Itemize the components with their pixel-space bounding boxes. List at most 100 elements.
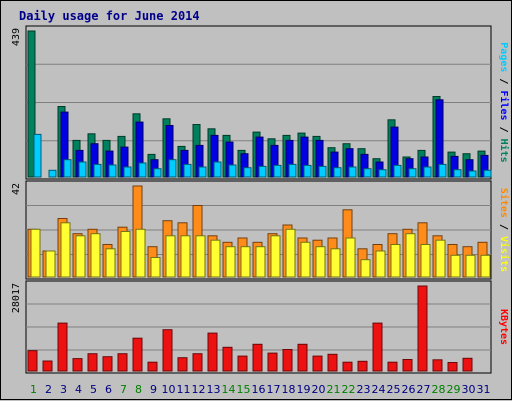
x-tick-label-day-7: 7: [120, 383, 127, 396]
bar-kbytes-day-20: [312, 355, 323, 372]
bar-sites-day-19: [300, 241, 311, 278]
bar-sites-day-20: [315, 246, 326, 278]
bar-sites-day-6: [105, 248, 116, 278]
bar-sites-day-10: [165, 235, 176, 278]
bar-sites-day-21: [330, 248, 341, 278]
bar-pages-day-23: [363, 168, 372, 178]
x-tick-label-day-9: 9: [150, 383, 157, 396]
legend-label-kbytes: KBytes: [498, 309, 509, 345]
bar-kbytes-day-30: [462, 357, 473, 372]
legend-part: Pages: [498, 42, 509, 72]
legend-part: Files: [498, 90, 510, 120]
legend-part: /: [498, 72, 509, 90]
bar-pages-day-20: [318, 165, 327, 178]
bar-sites-day-4: [75, 235, 86, 278]
bar-pages-day-7: [123, 166, 132, 178]
bar-sites-day-3: [60, 222, 71, 278]
bar-pages-day-17: [273, 164, 282, 178]
x-tick-label-day-8: 8: [135, 383, 142, 396]
bar-sites-day-8: [135, 228, 146, 278]
x-tick-label-day-31: 31: [477, 383, 491, 396]
bar-pages-day-9: [153, 168, 162, 178]
bar-kbytes-day-5: [87, 353, 98, 372]
x-tick-label-day-14: 14: [222, 383, 236, 396]
bar-pages-day-5: [93, 163, 102, 178]
bar-kbytes-day-28: [432, 359, 443, 372]
bar-sites-day-9: [150, 257, 161, 278]
x-tick-label-day-27: 27: [417, 383, 431, 396]
bar-pages-day-18: [288, 163, 297, 178]
legend-part: /: [498, 121, 509, 139]
bar-pages-day-22: [348, 166, 357, 178]
bar-kbytes-day-29: [447, 362, 458, 372]
bar-sites-day-26: [405, 233, 416, 278]
bar-pages-day-19: [303, 164, 312, 178]
legend-label-visits-sites: Sites / Visits: [498, 188, 510, 272]
bar-sites-day-17: [270, 235, 281, 278]
bar-kbytes-day-23: [357, 360, 368, 372]
bar-sites-day-7: [120, 231, 131, 278]
x-tick-label-day-19: 19: [297, 383, 311, 396]
bar-pages-day-6: [108, 164, 117, 178]
legend-part: Sites: [498, 188, 510, 218]
bar-sites-day-15: [240, 246, 251, 278]
bar-sites-day-27: [420, 244, 431, 278]
x-tick-label-day-6: 6: [105, 383, 112, 396]
y-axis-max-label: 42: [11, 183, 22, 195]
x-tick-label-day-25: 25: [387, 383, 401, 396]
x-tick-label-day-23: 23: [357, 383, 371, 396]
bar-pages-day-2: [48, 169, 57, 178]
x-tick-label-day-11: 11: [177, 383, 191, 396]
x-tick-label-day-20: 20: [312, 383, 326, 396]
bar-kbytes-day-14: [222, 346, 233, 372]
bar-sites-day-28: [435, 239, 446, 278]
bar-pages-day-25: [393, 164, 402, 178]
bar-kbytes-day-18: [282, 349, 293, 372]
y-axis-max-label: 28017: [11, 283, 22, 313]
bar-pages-day-26: [408, 168, 417, 178]
x-tick-label-day-30: 30: [462, 383, 476, 396]
bar-sites-day-31: [480, 254, 491, 278]
bar-pages-day-24: [378, 169, 387, 178]
bar-sites-day-23: [360, 259, 371, 278]
bar-pages-day-30: [468, 170, 477, 178]
bar-sites-day-5: [90, 233, 101, 278]
x-tick-label-day-18: 18: [282, 383, 296, 396]
bar-sites-day-14: [225, 246, 236, 278]
bar-sites-day-29: [450, 254, 461, 278]
bar-kbytes-day-24: [372, 322, 383, 372]
bar-pages-day-10: [168, 159, 177, 178]
bar-kbytes-day-2: [42, 360, 53, 372]
bar-sites-day-11: [180, 235, 191, 278]
bar-pages-day-16: [258, 165, 267, 178]
x-tick-label-day-2: 2: [45, 383, 52, 396]
bar-sites-day-24: [375, 250, 386, 278]
bar-pages-day-11: [183, 163, 192, 178]
bar-sites-day-13: [210, 239, 221, 278]
x-tick-label-day-26: 26: [402, 383, 416, 396]
bar-pages-day-28: [438, 163, 447, 178]
x-tick-label-day-3: 3: [60, 383, 67, 396]
bar-pages-day-1: [33, 133, 42, 178]
bar-kbytes-day-16: [252, 343, 263, 372]
bar-kbytes-day-25: [387, 361, 398, 372]
bar-sites-day-16: [255, 246, 266, 278]
x-tick-label-day-5: 5: [90, 383, 97, 396]
bar-kbytes-day-1: [27, 350, 38, 372]
bar-pages-day-13: [213, 161, 222, 178]
bar-sites-day-18: [285, 228, 296, 278]
bar-pages-day-21: [333, 167, 342, 178]
x-tick-label-day-15: 15: [237, 383, 251, 396]
legend-part: Hits: [498, 139, 510, 163]
bar-kbytes-day-15: [237, 355, 248, 372]
bar-sites-day-25: [390, 244, 401, 278]
bar-kbytes-day-3: [57, 322, 68, 372]
x-tick-label-day-1: 1: [30, 383, 37, 396]
bar-kbytes-day-26: [402, 359, 413, 372]
bar-kbytes-day-27: [417, 285, 428, 372]
x-tick-label-day-24: 24: [372, 383, 386, 396]
x-tick-label-day-16: 16: [252, 383, 266, 396]
bar-pages-day-27: [423, 166, 432, 178]
bar-sites-day-22: [345, 237, 356, 278]
